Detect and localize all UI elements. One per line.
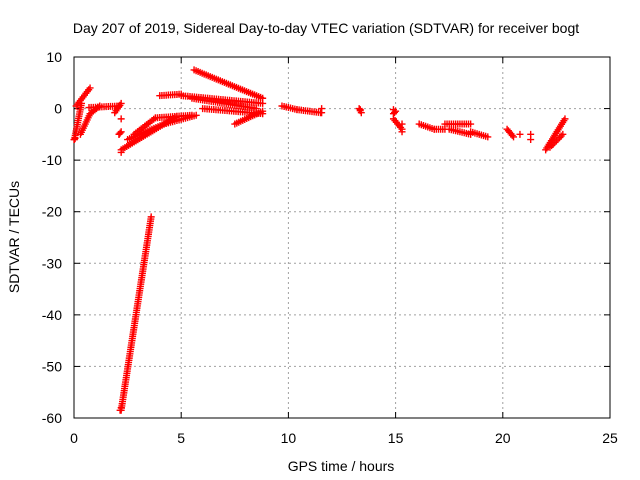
y-tick-label: -30 [42, 255, 62, 271]
data-point [71, 134, 79, 142]
data-point [556, 134, 564, 142]
data-point [117, 99, 125, 107]
data-point [510, 133, 518, 141]
data-point [527, 136, 535, 144]
data-point [557, 132, 565, 140]
grid [74, 57, 610, 418]
data-point [549, 140, 557, 148]
data-point [259, 107, 267, 115]
data-point [147, 213, 155, 221]
data-point [117, 148, 125, 156]
y-tick-label: 10 [46, 49, 62, 65]
axis-ticks: 0 5 10 15 20 25 -60 -50 -40 -30 -20 -10 0 10 [42, 49, 618, 446]
data-point [546, 143, 554, 151]
data-point [398, 128, 406, 136]
data-point [516, 130, 524, 138]
data-point [467, 120, 475, 128]
data-point [357, 109, 365, 117]
data-point [554, 135, 562, 143]
data-point [86, 84, 94, 92]
y-tick-label: -60 [42, 410, 62, 426]
data-point [484, 133, 492, 141]
x-tick-label: 15 [388, 430, 404, 446]
data-point [561, 115, 569, 123]
x-tick-label: 20 [495, 430, 511, 446]
data-point [318, 109, 326, 117]
x-tick-label: 0 [70, 430, 78, 446]
data-point [389, 106, 397, 114]
plot-frame [73, 56, 611, 419]
y-tick-label: -50 [42, 358, 62, 374]
data-point [259, 94, 267, 102]
x-tick-label: 5 [177, 430, 185, 446]
data-point [116, 129, 124, 137]
data-point [548, 142, 556, 150]
data-point [552, 137, 560, 145]
y-tick-label: 0 [54, 101, 62, 117]
data-point [356, 106, 364, 114]
data-point [188, 111, 196, 119]
y-tick-label: -20 [42, 204, 62, 220]
data-point [117, 115, 125, 123]
data-point [551, 138, 559, 146]
y-tick-label: -40 [42, 307, 62, 323]
chart-title: Day 207 of 2019, Sidereal Day-to-day VTE… [73, 20, 579, 36]
x-axis-title: GPS time / hours [288, 458, 395, 474]
x-tick-label: 10 [281, 430, 297, 446]
data-point [70, 136, 78, 144]
data-points [70, 66, 569, 414]
data-point [559, 130, 567, 138]
data-point [508, 131, 516, 139]
data-point [398, 120, 406, 128]
y-axis-title: SDTVAR / TECUs [6, 181, 22, 293]
data-point [115, 130, 123, 138]
x-tick-label: 25 [602, 430, 618, 446]
y-tick-label: -10 [42, 152, 62, 168]
data-point [117, 404, 125, 412]
